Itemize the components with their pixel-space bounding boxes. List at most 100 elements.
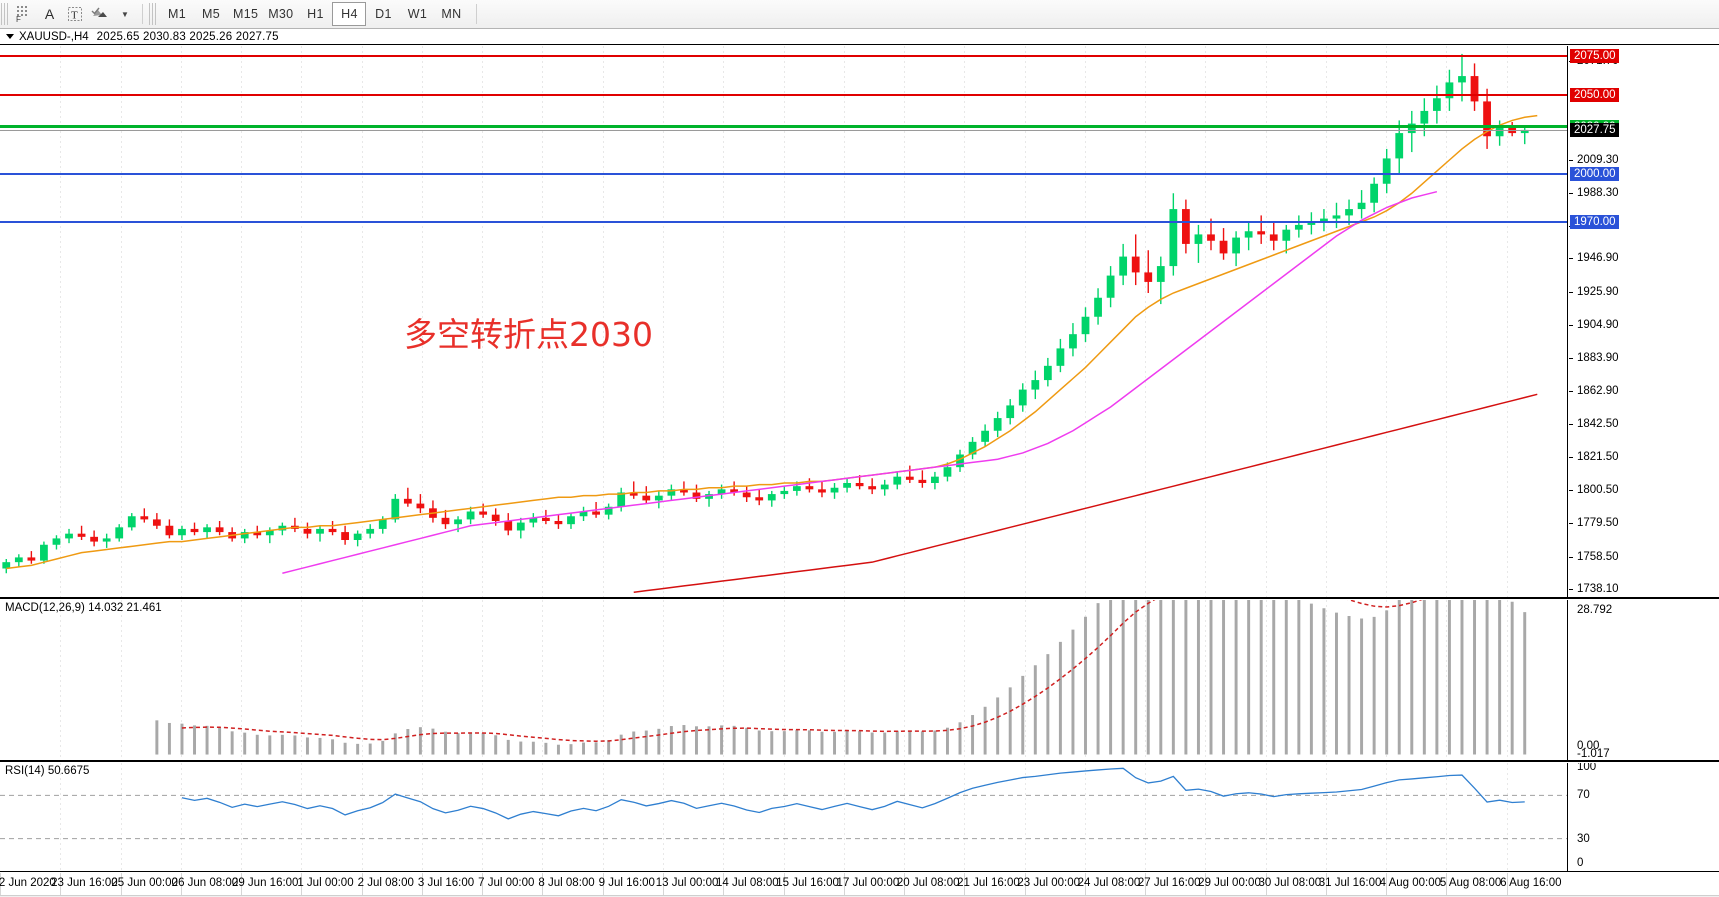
time-axis-label: 29 Jun 16:00 xyxy=(231,877,299,889)
grid-line-vertical xyxy=(542,763,544,871)
toolbar-grip-2[interactable] xyxy=(149,3,158,25)
timeframe-mn-button[interactable]: MN xyxy=(441,7,462,21)
price-axis-tick xyxy=(1569,588,1573,590)
objects-icon[interactable] xyxy=(87,2,112,26)
grid-line-vertical xyxy=(241,600,243,760)
macd-plot-area[interactable] xyxy=(0,600,1567,760)
grid-line-vertical xyxy=(1265,46,1267,597)
toolbar-divider-1 xyxy=(142,4,143,24)
price-axis-tick xyxy=(1569,358,1573,360)
time-axis-separator xyxy=(602,873,604,895)
price-axis[interactable]: 2075.002050.002030.002027.752000.001970.… xyxy=(1567,46,1719,597)
grid-line-vertical xyxy=(482,46,484,597)
price-axis-label: 1779.50 xyxy=(1577,517,1619,530)
text-label-glyph: A xyxy=(44,6,55,22)
status-strip xyxy=(0,895,1719,897)
grid-line-vertical xyxy=(60,600,62,760)
chart-annotation-text: 多空转折点2030 xyxy=(404,315,653,354)
price-axis-label: 1738.10 xyxy=(1577,582,1619,595)
time-axis-separator xyxy=(482,873,484,895)
price-axis-label: 1800.50 xyxy=(1577,484,1619,497)
level-line-resistance-2075[interactable] xyxy=(0,54,1567,57)
rsi-axis-label: 70 xyxy=(1577,789,1590,802)
time-axis-separator xyxy=(120,873,122,895)
grid-line-vertical xyxy=(723,763,725,871)
level-line-support-2000[interactable] xyxy=(0,173,1567,176)
grid-line-vertical xyxy=(662,763,664,871)
grid-line-vertical xyxy=(60,46,62,597)
price-chart-panel[interactable]: 多空转折点2030 2075.002050.002030.002027.7520… xyxy=(0,46,1719,597)
grid-line-vertical xyxy=(783,600,785,760)
grid-line-vertical xyxy=(241,46,243,597)
grid-line-vertical xyxy=(1145,763,1147,871)
grid-line-vertical xyxy=(1446,600,1448,760)
grid-line-vertical xyxy=(843,763,845,871)
timeframe-w1-button[interactable]: W1 xyxy=(407,7,428,21)
timeframe-h4-button[interactable]: H4 xyxy=(332,2,367,26)
time-axis-separator xyxy=(1386,873,1388,895)
grid-line-vertical xyxy=(1446,46,1448,597)
price-axis-tick xyxy=(1569,159,1573,161)
grid-line-vertical xyxy=(602,46,604,597)
grid-line-vertical xyxy=(964,763,966,871)
time-axis-label: 31 Jul 16:00 xyxy=(1318,877,1382,889)
time-axis-label: 29 Jul 00:00 xyxy=(1198,877,1261,889)
svg-text:F: F xyxy=(16,15,21,23)
price-plot-area[interactable]: 多空转折点2030 xyxy=(0,46,1567,597)
toolbar-grip-1[interactable] xyxy=(1,3,10,25)
grid-line-vertical xyxy=(361,46,363,597)
timeframe-m1-button[interactable]: M1 xyxy=(168,7,186,21)
macd-panel[interactable]: MACD(12,26,9) 14.032 21.461 28.792 0.00 -1… xyxy=(0,600,1719,760)
rsi-plot-area[interactable] xyxy=(0,763,1567,871)
grid-line-vertical xyxy=(542,600,544,760)
timeframe-m15-button[interactable]: M15 xyxy=(233,7,259,21)
macd-axis-label: -1.017 xyxy=(1577,748,1610,760)
level-line-pivot-2030[interactable] xyxy=(0,125,1567,129)
toolbar: F A T ▼ M1 M5 M15 M30 H1 H4 D1 W1 MN xyxy=(0,0,1719,29)
price-axis-label: 1904.90 xyxy=(1577,318,1619,331)
time-axis-separator xyxy=(1446,873,1448,895)
price-axis-label: 1925.90 xyxy=(1577,285,1619,298)
price-axis-label: 1946.90 xyxy=(1577,252,1619,265)
collapse-triangle-icon[interactable] xyxy=(6,34,14,39)
objects-dropdown-button[interactable]: ▼ xyxy=(112,2,137,26)
timeframe-m5-button[interactable]: M5 xyxy=(202,7,220,21)
grid-line-vertical xyxy=(1325,46,1327,597)
text-label-icon[interactable]: A xyxy=(37,2,62,26)
grid-line-vertical xyxy=(1024,600,1026,760)
grid-line-vertical xyxy=(421,763,423,871)
svg-text:T: T xyxy=(71,10,78,22)
level-line-support-1970[interactable] xyxy=(0,220,1567,223)
grid-line-vertical xyxy=(1024,46,1026,597)
time-axis-label: 14 Jul 08:00 xyxy=(716,877,779,889)
time-axis-label: 20 Jul 08:00 xyxy=(896,877,960,889)
macd-title: MACD(12,26,9) 14.032 21.461 xyxy=(5,602,162,614)
macd-axis-label: 0.00 xyxy=(1577,740,1600,752)
grid-line-vertical xyxy=(180,46,182,597)
symbol-label: XAUUSD-,H4 xyxy=(19,30,89,43)
panel-divider-1 xyxy=(0,597,1719,599)
rsi-panel[interactable]: RSI(14) 50.6675 100 70 30 0 xyxy=(0,763,1719,871)
grid-line-vertical xyxy=(1325,600,1327,760)
symbol-info-bar: XAUUSD-,H4 2025.65 2030.83 2025.26 2027.… xyxy=(0,29,1719,45)
price-axis-label: 1988.30 xyxy=(1577,186,1619,199)
time-axis-separator xyxy=(1084,873,1086,895)
grid-line-vertical xyxy=(1205,763,1207,871)
grid-line-vertical xyxy=(662,600,664,760)
timeframe-h1-button[interactable]: H1 xyxy=(307,7,324,21)
timeframe-d1-button[interactable]: D1 xyxy=(375,7,392,21)
rsi-axis: 100 70 30 0 xyxy=(1567,763,1719,871)
timeframe-m30-button[interactable]: M30 xyxy=(268,7,294,21)
grid-line-vertical xyxy=(843,600,845,760)
level-line-current-price[interactable] xyxy=(0,129,1567,131)
grid-line-vertical xyxy=(964,46,966,597)
time-axis-label: 3 Jul 16:00 xyxy=(417,877,475,889)
grid-line-vertical xyxy=(1205,600,1207,760)
time-axis-separator xyxy=(1024,873,1026,895)
text-box-icon[interactable]: T xyxy=(62,2,87,26)
grid-line-vertical xyxy=(964,600,966,760)
crosshair-f-icon[interactable]: F xyxy=(12,2,37,26)
level-line-resistance-2050[interactable] xyxy=(0,94,1567,97)
time-axis-label: 8 Jul 08:00 xyxy=(538,877,595,889)
